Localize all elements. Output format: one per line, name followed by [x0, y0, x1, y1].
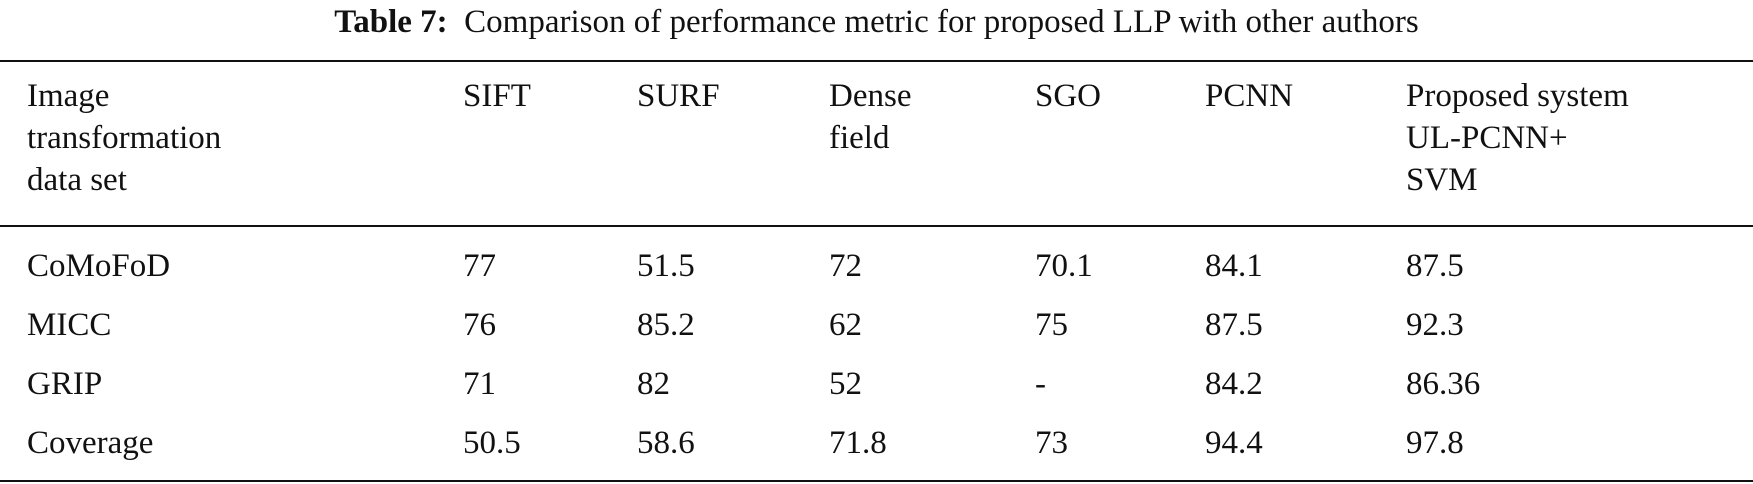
- table-cell: 86.36: [1406, 366, 1481, 402]
- column-header-proposed-system: Proposed system UL-PCNN+ SVM: [1406, 75, 1629, 201]
- table-caption-label: Table 7:: [334, 4, 448, 40]
- header-line: SURF: [637, 78, 720, 114]
- table-row-label: GRIP: [27, 366, 103, 402]
- table-cell: 85.2: [637, 307, 695, 343]
- table-row-label: Coverage: [27, 425, 154, 461]
- table-cell: 70.1: [1035, 248, 1093, 284]
- table-top-rule: [0, 60, 1753, 62]
- table-cell: -: [1035, 366, 1046, 402]
- column-header-sift: SIFT: [463, 75, 531, 117]
- column-header-sgo: SGO: [1035, 75, 1101, 117]
- header-line: field: [829, 120, 890, 156]
- table-cell: 77: [463, 248, 496, 284]
- table-cell: 50.5: [463, 425, 521, 461]
- column-header-dense-field: Dense field: [829, 75, 911, 159]
- column-header-surf: SURF: [637, 75, 720, 117]
- column-header-dataset: Image transformation data set: [27, 75, 221, 201]
- table-cell: 82: [637, 366, 670, 402]
- table-cell: 84.1: [1205, 248, 1263, 284]
- table-row-label: MICC: [27, 307, 112, 343]
- header-line: transformation: [27, 120, 222, 156]
- header-line: data set: [27, 162, 127, 198]
- header-line: Proposed system: [1406, 78, 1629, 114]
- table-cell: 94.4: [1205, 425, 1263, 461]
- table-cell: 71: [463, 366, 496, 402]
- header-line: Dense: [829, 78, 912, 114]
- table-cell: 97.8: [1406, 425, 1464, 461]
- table-cell: 73: [1035, 425, 1068, 461]
- table-cell: 71.8: [829, 425, 887, 461]
- table-cell: 84.2: [1205, 366, 1263, 402]
- header-line: UL-PCNN+: [1406, 120, 1568, 156]
- table-cell: 76: [463, 307, 496, 343]
- header-line: SGO: [1035, 78, 1102, 114]
- header-line: SVM: [1406, 162, 1478, 198]
- table-caption-text: Comparison of performance metric for pro…: [464, 4, 1419, 40]
- table-cell: 87.5: [1406, 248, 1464, 284]
- table-cell: 52: [829, 366, 862, 402]
- header-line: Image: [27, 78, 110, 114]
- header-line: PCNN: [1205, 78, 1294, 114]
- column-header-pcnn: PCNN: [1205, 75, 1293, 117]
- table-cell: 62: [829, 307, 862, 343]
- table-cell: 87.5: [1205, 307, 1263, 343]
- table-cell: 75: [1035, 307, 1068, 343]
- table-row-label: CoMoFoD: [27, 248, 171, 284]
- table-cell: 72: [829, 248, 862, 284]
- header-line: SIFT: [463, 78, 531, 114]
- table-caption: Table 7: Comparison of performance metri…: [0, 2, 1753, 42]
- table-bottom-rule: [0, 480, 1753, 482]
- table-cell: 92.3: [1406, 307, 1464, 343]
- table-cell: 51.5: [637, 248, 695, 284]
- table-cell: 58.6: [637, 425, 695, 461]
- table-header-rule: [0, 225, 1753, 227]
